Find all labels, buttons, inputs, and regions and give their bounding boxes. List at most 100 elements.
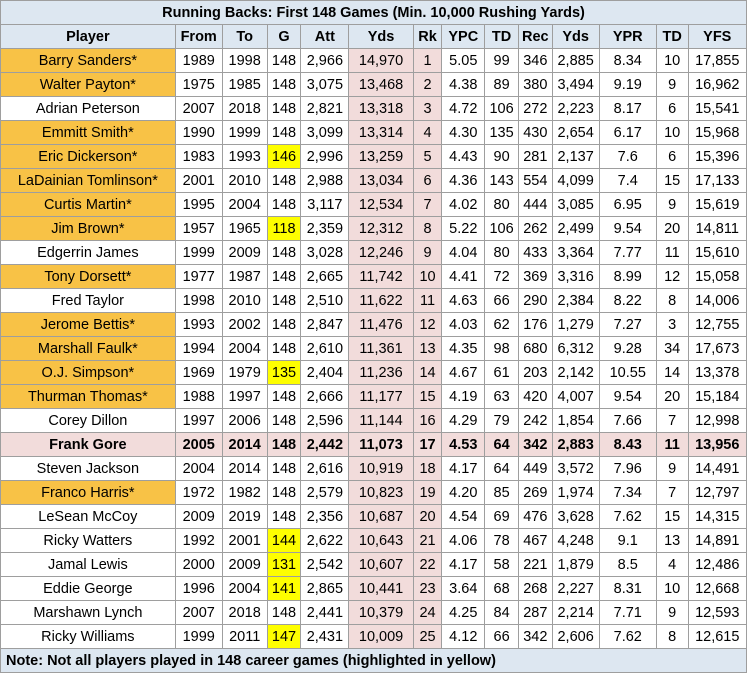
from-cell: 1999 [174,624,223,649]
ypr-cell: 8.34 [598,48,657,73]
games-cell: 148 [266,168,302,193]
rec-td-cell: 11 [655,240,689,265]
from-cell: 1993 [174,312,223,337]
ypr-cell: 8.99 [598,264,657,289]
yfs-cell: 12,593 [687,600,748,625]
games-cell: 148 [266,288,302,313]
table-row: Curtis Martin* 1995 2004 148 3,117 12,534 7 4.0… [0,192,748,217]
column-header-rank: Rk [412,24,443,49]
att-cell: 2,596 [300,408,350,433]
ypc-cell: 3.64 [441,576,486,601]
yds-cell: 10,607 [348,552,414,577]
table-row: Tony Dorsett* 1977 1987 148 2,665 11,742 10 4.4… [0,264,748,289]
td-cell: 63 [484,384,519,409]
att-cell: 2,821 [300,96,350,121]
to-cell: 2004 [221,336,268,361]
yds-cell: 13,468 [348,72,414,97]
yfs-cell: 15,058 [687,264,748,289]
rec-cell: 346 [517,48,553,73]
player-cell: Eddie George [0,576,176,601]
ypc-cell: 4.30 [441,120,486,145]
yfs-cell: 12,998 [687,408,748,433]
table-row: Jamal Lewis 2000 2009 131 2,542 10,607 22 4.17 5… [0,552,748,577]
td-cell: 84 [484,600,519,625]
rec-yds-cell: 6,312 [551,336,600,361]
rec-yds-cell: 4,099 [551,168,600,193]
from-cell: 2007 [174,600,223,625]
from-cell: 1990 [174,120,223,145]
rec-td-cell: 6 [655,96,689,121]
to-cell: 1987 [221,264,268,289]
ypc-cell: 4.04 [441,240,486,265]
ypr-cell: 7.6 [598,144,657,169]
yfs-cell: 17,673 [687,336,748,361]
rec-cell: 369 [517,264,553,289]
rec-yds-cell: 1,974 [551,480,600,505]
ypr-cell: 7.77 [598,240,657,265]
games-cell: 135 [266,360,302,385]
rec-cell: 242 [517,408,553,433]
games-cell: 148 [266,384,302,409]
player-cell: Frank Gore [0,432,176,457]
rec-cell: 221 [517,552,553,577]
ypr-cell: 7.96 [598,456,657,481]
yfs-cell: 14,491 [687,456,748,481]
rank-cell: 14 [412,360,443,385]
from-cell: 1977 [174,264,223,289]
ypc-cell: 4.36 [441,168,486,193]
yfs-cell: 14,006 [687,288,748,313]
games-cell: 147 [266,624,302,649]
from-cell: 2000 [174,552,223,577]
column-header-rec-td: TD [655,24,689,49]
td-cell: 80 [484,240,519,265]
yfs-cell: 15,619 [687,192,748,217]
rec-cell: 444 [517,192,553,217]
player-cell: Franco Harris* [0,480,176,505]
rec-yds-cell: 2,227 [551,576,600,601]
to-cell: 2018 [221,600,268,625]
rank-cell: 3 [412,96,443,121]
rec-yds-cell: 3,494 [551,72,600,97]
rec-td-cell: 9 [655,456,689,481]
ypr-cell: 7.27 [598,312,657,337]
rank-cell: 25 [412,624,443,649]
player-cell: O.J. Simpson* [0,360,176,385]
table-row: Corey Dillon 1997 2006 148 2,596 11,144 16 4.29… [0,408,748,433]
rec-yds-cell: 2,214 [551,600,600,625]
table-row: Steven Jackson 2004 2014 148 2,616 10,919 18 4.… [0,456,748,481]
yds-cell: 13,314 [348,120,414,145]
table-row: Franco Harris* 1972 1982 148 2,579 10,823 19 4.… [0,480,748,505]
column-header-from: From [174,24,223,49]
to-cell: 1985 [221,72,268,97]
to-cell: 1999 [221,120,268,145]
td-cell: 80 [484,192,519,217]
rec-yds-cell: 3,628 [551,504,600,529]
yfs-cell: 13,956 [687,432,748,457]
rec-cell: 269 [517,480,553,505]
yds-cell: 13,259 [348,144,414,169]
td-cell: 85 [484,480,519,505]
to-cell: 2004 [221,192,268,217]
from-cell: 1994 [174,336,223,361]
ypr-cell: 7.62 [598,624,657,649]
games-cell: 146 [266,144,302,169]
yfs-cell: 14,811 [687,216,748,241]
table-row: Thurman Thomas* 1988 1997 148 2,666 11,177 15 4… [0,384,748,409]
rec-yds-cell: 2,223 [551,96,600,121]
ypr-cell: 7.62 [598,504,657,529]
player-cell: Marshall Faulk* [0,336,176,361]
from-cell: 1996 [174,576,223,601]
td-cell: 90 [484,144,519,169]
yds-cell: 13,034 [348,168,414,193]
att-cell: 2,404 [300,360,350,385]
from-cell: 1988 [174,384,223,409]
rec-td-cell: 3 [655,312,689,337]
ypc-cell: 4.63 [441,288,486,313]
table-row: Emmitt Smith* 1990 1999 148 3,099 13,314 4 4.30… [0,120,748,145]
player-cell: Thurman Thomas* [0,384,176,409]
to-cell: 1982 [221,480,268,505]
rec-td-cell: 20 [655,216,689,241]
ypc-cell: 4.35 [441,336,486,361]
att-cell: 2,579 [300,480,350,505]
games-cell: 118 [266,216,302,241]
